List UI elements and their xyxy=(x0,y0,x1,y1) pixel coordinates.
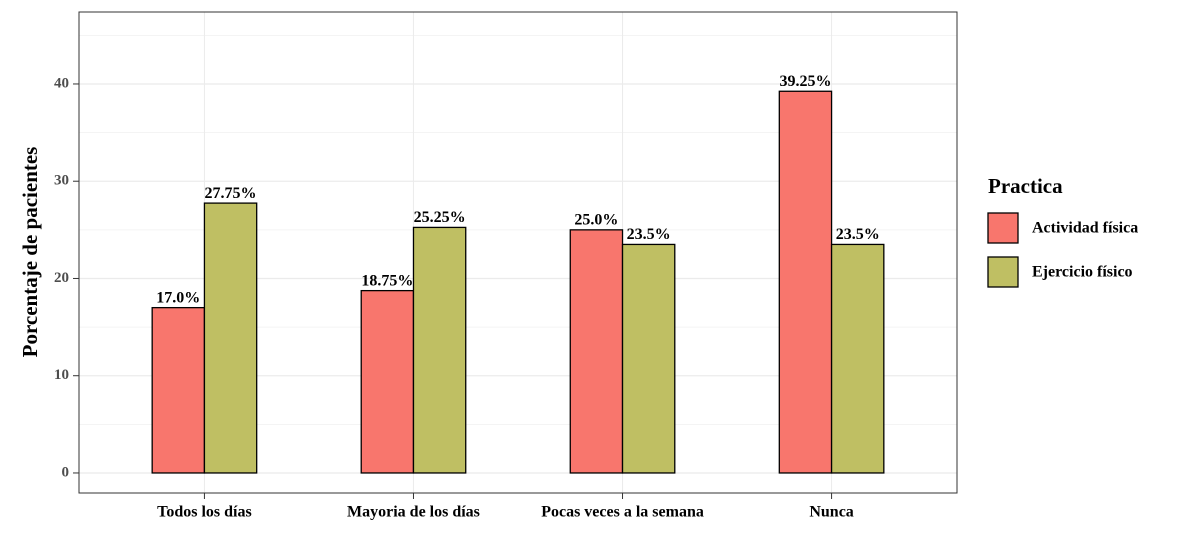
bar xyxy=(830,243,885,474)
value-label: 17.0% xyxy=(156,289,200,306)
legend-label: Ejercicio físico xyxy=(1032,264,1133,281)
y-tick-label: 10 xyxy=(54,367,69,383)
bar xyxy=(412,226,467,474)
panel-border xyxy=(78,11,958,494)
value-label: 23.5% xyxy=(627,226,671,243)
y-axis-title: Porcentaje de pacientes xyxy=(18,147,42,358)
y-tick-label: 0 xyxy=(62,464,70,480)
value-label: 39.25% xyxy=(779,73,831,90)
value-label: 27.75% xyxy=(205,185,257,202)
value-label: 18.75% xyxy=(361,272,413,289)
bar xyxy=(569,229,624,474)
value-label: 23.5% xyxy=(836,226,880,243)
legend-key xyxy=(987,256,1019,288)
value-label: 25.25% xyxy=(414,209,466,226)
bar xyxy=(621,243,676,474)
bar xyxy=(151,306,206,474)
bar xyxy=(203,202,258,474)
legend-key xyxy=(987,212,1019,244)
bar xyxy=(778,90,833,474)
x-tick-label: Pocas veces a la semana xyxy=(541,504,704,521)
y-tick-label: 20 xyxy=(54,270,69,286)
x-tick-label: Todos los días xyxy=(157,504,252,521)
x-tick-label: Mayoria de los días xyxy=(347,504,480,521)
legend-label: Actividad física xyxy=(1032,220,1138,237)
legend-title: Practica xyxy=(988,174,1063,198)
x-tick-label: Nunca xyxy=(809,504,853,521)
value-label: 25.0% xyxy=(574,212,618,229)
bar xyxy=(360,289,415,474)
y-tick-label: 40 xyxy=(54,75,69,91)
y-tick-label: 30 xyxy=(54,173,69,189)
